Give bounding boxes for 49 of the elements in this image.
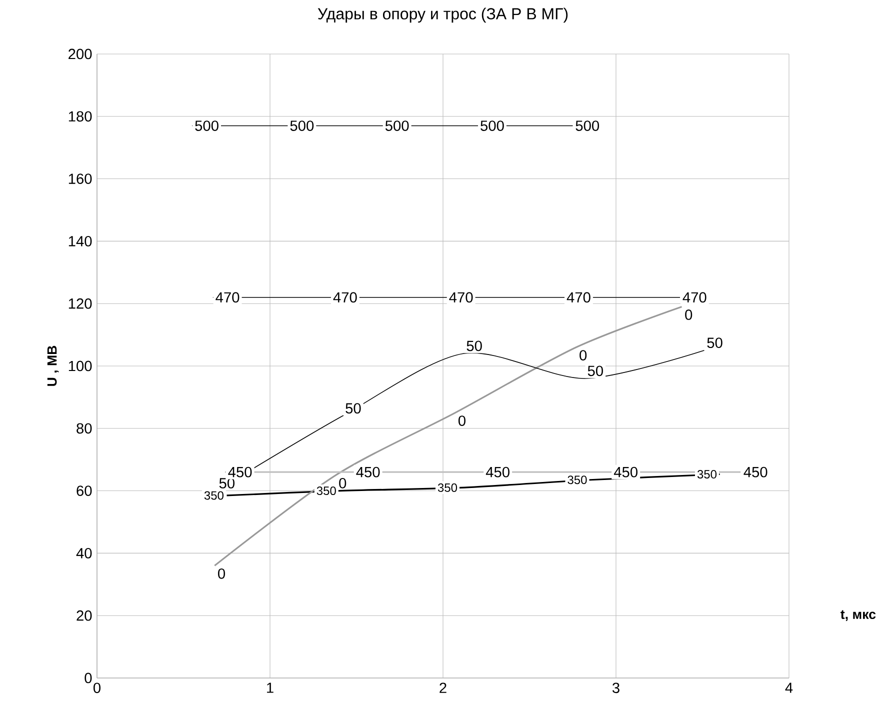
- text: 0: [685, 310, 692, 320]
- y-tick-label: 40: [76, 548, 92, 558]
- text: 350: [438, 483, 458, 492]
- text: 350: [568, 476, 587, 484]
- y-tick-label: 200: [68, 48, 92, 60]
- text: 0: [218, 568, 226, 579]
- x-axis-title: t, мкс: [840, 610, 876, 621]
- text: 500: [576, 120, 600, 131]
- text: 350: [697, 470, 717, 479]
- y-tick-label: 180: [68, 111, 92, 122]
- x-tick-label: 1: [267, 682, 274, 693]
- x-tick-label: 3: [612, 682, 620, 694]
- series-label: 470: [216, 292, 240, 303]
- text: 470: [333, 292, 357, 303]
- text: 470: [682, 292, 706, 303]
- text: 470: [449, 292, 473, 303]
- y-tick-label: 160: [68, 174, 92, 184]
- text: 50: [346, 403, 361, 414]
- y-tick-label: 0: [84, 672, 92, 684]
- y-tick-label: 20: [76, 610, 92, 621]
- series-label: 450: [228, 466, 252, 478]
- text: 0: [339, 478, 346, 488]
- y-tick-label: 100: [68, 360, 92, 372]
- text: 350: [204, 491, 224, 500]
- series-label: 50: [588, 366, 603, 376]
- text: 0: [458, 416, 466, 426]
- series-label: 350: [316, 486, 336, 496]
- text: 450: [744, 466, 768, 478]
- text: 500: [480, 120, 504, 131]
- text: 50: [466, 340, 482, 352]
- y-tick-label: 60: [76, 486, 92, 496]
- x-tick-label: 0: [93, 682, 100, 694]
- series-label: 0: [580, 350, 587, 360]
- text: 500: [290, 120, 314, 131]
- text: 470: [566, 292, 590, 303]
- y-axis-title: U , МВ: [47, 346, 59, 386]
- y-tick-label: 120: [68, 298, 92, 309]
- text: 50: [219, 478, 234, 488]
- x-tick-label: 2: [440, 682, 446, 693]
- series-label: 500: [195, 120, 218, 131]
- text: 450: [356, 466, 380, 478]
- x-tick-label: 4: [785, 682, 793, 693]
- y-tick-label: 140: [68, 236, 92, 246]
- chart-title: Удары в опору и трос (ЗА Р В МГ): [318, 8, 568, 23]
- text: 500: [385, 120, 409, 131]
- text: 50: [707, 338, 722, 348]
- y-tick-label: 80: [76, 423, 92, 434]
- text: 450: [486, 466, 510, 478]
- text: 450: [614, 466, 638, 478]
